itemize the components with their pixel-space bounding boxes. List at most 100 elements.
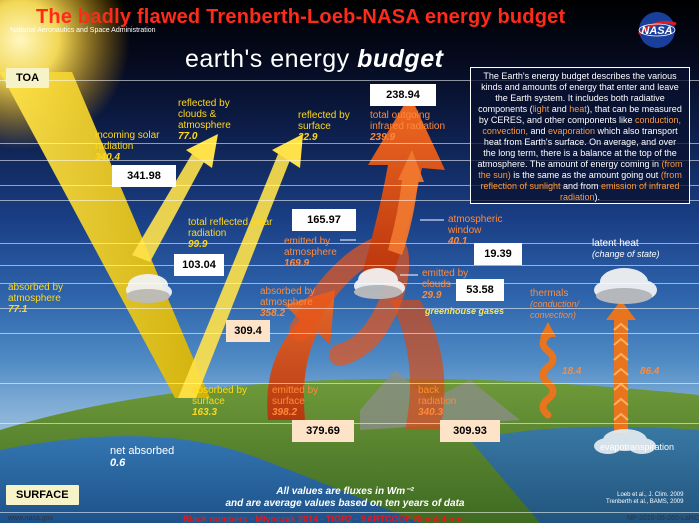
absorbed-surface-label: absorbed by surface 163.3 <box>192 385 262 418</box>
label-value: 22.9 <box>298 132 318 143</box>
atmospheric-window-label: atmospheric window 40.1 <box>448 214 518 247</box>
info-text: ). <box>594 192 601 202</box>
info-heat: heat <box>569 104 587 114</box>
label-value: 169.9 <box>284 258 310 269</box>
latent-heat-pattern <box>613 322 629 421</box>
emitted-surface-label: emitted by surface 398.2 <box>272 385 332 418</box>
total-outgoing-label: total outgoing infrared radiation 239.9 <box>370 110 465 143</box>
info-conduction: conduction, convection, <box>482 115 682 136</box>
label-value: 340.3 <box>418 407 444 418</box>
label-value: 358.2 <box>260 308 286 319</box>
diagram-subtitle: earth's energy budget <box>185 45 443 74</box>
label-value: 77.0 <box>178 131 198 142</box>
label-value: 77.1 <box>8 304 28 315</box>
label-value: 86.4 <box>640 366 660 377</box>
label-text: absorbed by atmosphere <box>8 282 64 304</box>
cloud-right <box>594 268 657 304</box>
incoming-solar-beam <box>0 72 210 398</box>
citation: Loeb et al., J. Clim. 2009 Trenberth et … <box>606 492 683 506</box>
number-box-238-94: 238.94 <box>370 84 436 106</box>
label-text: total reflected solar radiation <box>188 217 273 239</box>
info-text: is the same as the amount going out <box>510 170 661 180</box>
nasa-logo-icon: NASA <box>638 12 677 48</box>
evapotranspiration-label: evapotranspiration <box>600 442 675 452</box>
number-box-309-4: 309.4 <box>226 320 270 342</box>
surface-tag: SURFACE <box>6 485 79 505</box>
info-text: and <box>527 126 548 136</box>
citation-line: Loeb et al., J. Clim. 2009 <box>617 492 684 498</box>
label-text: total outgoing infrared radiation <box>370 110 446 132</box>
guide-line <box>0 185 699 186</box>
label-value: 398.2 <box>272 407 298 418</box>
info-text: and from <box>560 181 602 191</box>
guide-line <box>0 308 699 309</box>
reflected-surface-beam <box>178 154 290 398</box>
emitted-atmosphere-label: emitted by atmosphere 169.9 <box>284 236 344 269</box>
guide-line <box>0 200 699 201</box>
document-code: NP-2010-05-265-LaRC <box>627 515 699 522</box>
label-text: latent heat <box>592 238 639 249</box>
label-text: reflected by surface <box>298 110 350 132</box>
latent-heat-value: 86.4 <box>640 366 659 377</box>
info-reflection: (from reflection of sunlight <box>480 170 682 191</box>
thermals-label: thermals (conduction/ convection) <box>530 288 600 321</box>
label-value: 99.9 <box>188 239 208 250</box>
incoming-solar-label: incoming solar radiation 340.4 <box>95 130 175 163</box>
number-box-103-04: 103.04 <box>174 254 224 276</box>
back-radiation-arrow <box>390 300 445 430</box>
label-value: 0.6 <box>110 457 126 469</box>
label-text: emitted by atmosphere <box>284 236 337 258</box>
label-value: 340.4 <box>95 152 121 163</box>
info-text: which also transport heat from Earth's s… <box>477 126 678 169</box>
latent-heat-shaft <box>614 318 628 433</box>
footer-note-line: All values are fluxes in Wm⁻² <box>276 486 414 497</box>
cloud-middle <box>354 268 405 299</box>
nasa-url: www.nasa.gov <box>8 515 54 522</box>
citation-line: Trenberth et al., BAMS, 2009 <box>606 499 684 505</box>
cloud-left <box>126 274 172 303</box>
thermals-arrowhead <box>540 322 556 337</box>
footer-note-line: and are average values based on ten year… <box>225 498 465 509</box>
emitted-clouds-label: emitted by clouds 29.9 <box>422 268 472 301</box>
reflected-clouds-beam <box>132 154 205 262</box>
label-text: atmospheric window <box>448 214 503 236</box>
reflected-clouds-label: reflected by clouds & atmosphere 77.0 <box>178 98 250 142</box>
info-text: ), that can be measured by CERES, and ot… <box>478 104 682 125</box>
number-box-165-97: 165.97 <box>292 209 356 231</box>
info-text: The Earth's energy budget describes the … <box>478 71 679 114</box>
source-annotation: Black numbers - Mlynczak 2014 - TIGR2 - … <box>183 514 465 523</box>
info-emission: emission of infrared radiation <box>559 181 680 202</box>
label-value: 163.3 <box>192 407 218 418</box>
number-box-53-58: 53.58 <box>456 279 504 301</box>
page-title: The badly flawed Trenberth-Loeb-NASA ene… <box>36 6 566 28</box>
subtitle-light: earth's energy <box>185 45 350 73</box>
label-text: emitted by clouds <box>422 268 469 290</box>
net-absorbed-label: net absorbed 0.6 <box>110 445 190 469</box>
info-box: The Earth's energy budget describes the … <box>470 67 690 204</box>
reflected-clouds-arrowhead <box>186 134 218 168</box>
number-box-379-69: 379.69 <box>292 420 354 442</box>
absorbed-atmosphere-left-label: absorbed by atmosphere 77.1 <box>8 282 88 315</box>
reflected-surface-label: reflected by surface 22.9 <box>298 110 362 143</box>
toa-tag: TOA <box>6 68 50 88</box>
label-value: 29.9 <box>422 290 442 301</box>
cloud-evapotranspiration <box>594 429 656 454</box>
guide-line <box>0 143 699 144</box>
toa-line <box>0 80 699 81</box>
thermals-squiggle <box>539 331 557 419</box>
label-sub: (change of state) <box>592 249 660 259</box>
thermals-value: 18.4 <box>562 366 581 377</box>
label-sub: (conduction/ convection) <box>530 299 580 320</box>
label-text: back radiation <box>418 385 457 407</box>
guide-line <box>0 333 699 334</box>
label-text: thermals <box>530 288 569 299</box>
info-text: and <box>549 104 570 114</box>
absorbed-atmosphere-curve <box>289 233 410 366</box>
guide-line <box>0 243 699 244</box>
label-text: incoming solar radiation <box>95 130 160 152</box>
label-text: absorbed by surface <box>192 385 248 407</box>
number-box-309-93: 309.93 <box>440 420 500 442</box>
subtitle-bold: budget <box>357 45 444 73</box>
